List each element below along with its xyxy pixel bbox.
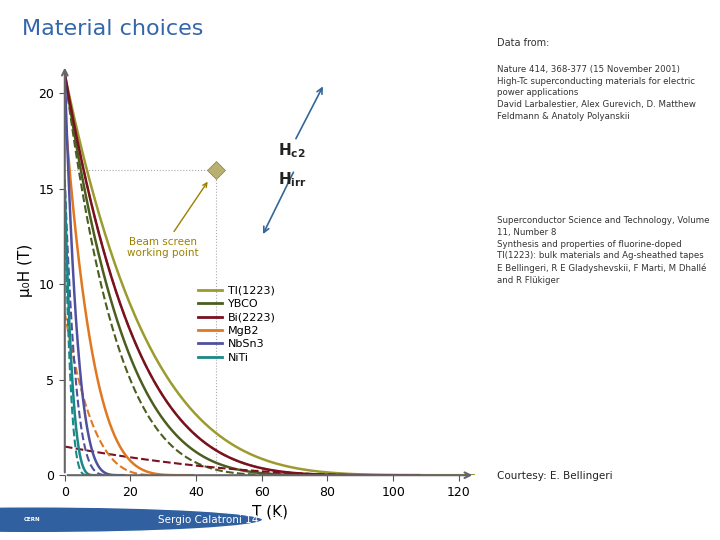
Text: Beam screen
working point: Beam screen working point (127, 183, 207, 258)
Text: $\mathbf{H_{irr}}$: $\mathbf{H_{irr}}$ (278, 170, 307, 188)
Y-axis label: μ₀H (T): μ₀H (T) (18, 244, 33, 296)
Text: FCC-week Rome: FCC-week Rome (390, 515, 474, 525)
Text: Nature 414, 368-377 (15 November 2001)
High-Tc superconducting materials for ele: Nature 414, 368-377 (15 November 2001) H… (497, 65, 696, 121)
Text: 9: 9 (684, 515, 691, 525)
Text: Material choices: Material choices (22, 19, 203, 39)
Legend: Tl(1223), YBCO, Bi(2223), MgB2, NbSn3, NiTi: Tl(1223), YBCO, Bi(2223), MgB2, NbSn3, N… (194, 281, 280, 367)
Text: Courtesy: E. Bellingeri: Courtesy: E. Bellingeri (497, 470, 613, 481)
X-axis label: T (K): T (K) (252, 504, 288, 519)
Text: CERN: CERN (24, 517, 41, 522)
Text: Data from:: Data from: (497, 38, 549, 48)
Text: $\mathbf{H_{c2}}$: $\mathbf{H_{c2}}$ (278, 141, 306, 160)
Circle shape (0, 507, 263, 532)
Text: Superconductor Science and Technology, Volume
11, Number 8
Synthesis and propert: Superconductor Science and Technology, V… (497, 216, 709, 285)
Text: Sergio Calatroni 14.4.2016: Sergio Calatroni 14.4.2016 (158, 515, 299, 525)
